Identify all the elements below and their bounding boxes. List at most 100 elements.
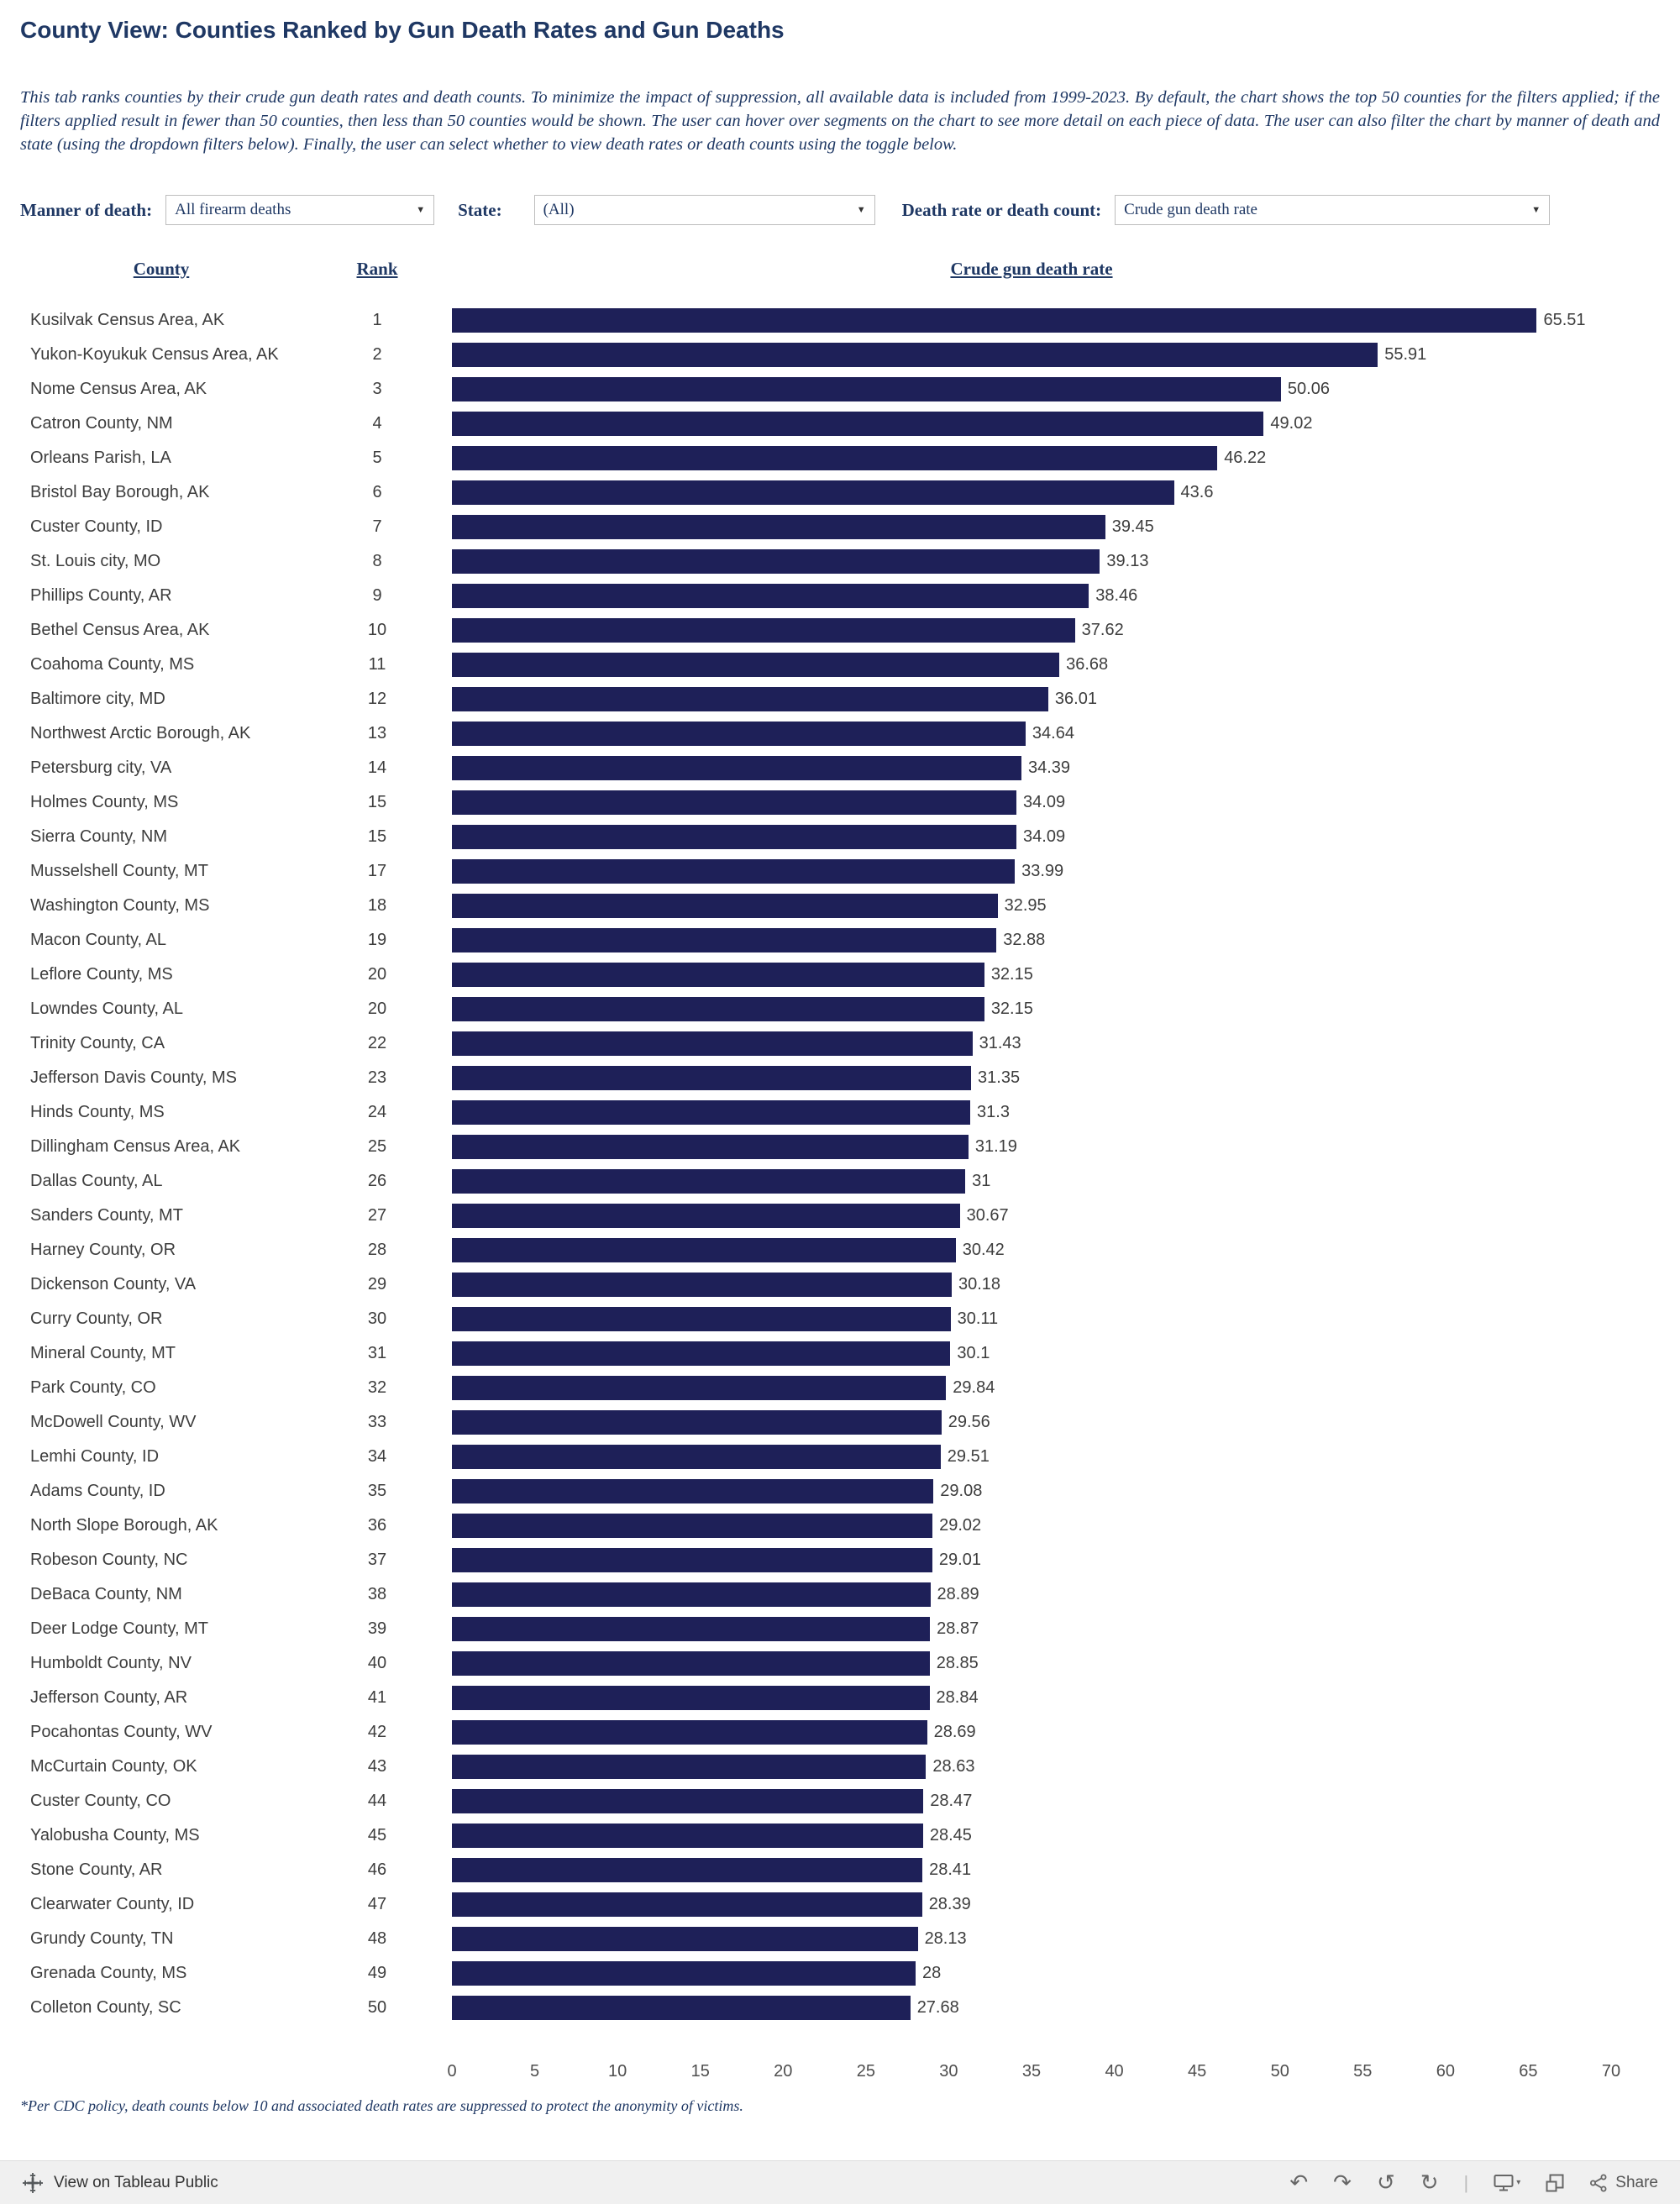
x-axis-tick-label: 60 — [1436, 2062, 1455, 2081]
bar[interactable] — [452, 1273, 952, 1297]
bar[interactable] — [452, 1996, 911, 2020]
bar[interactable] — [452, 515, 1105, 539]
state-label: State: — [458, 199, 502, 220]
bar[interactable] — [452, 963, 984, 987]
bar[interactable] — [452, 549, 1100, 574]
rank-value: 46 — [367, 1860, 387, 1879]
state-dropdown[interactable]: (All) ▼ — [533, 195, 875, 225]
x-axis-tick-label: 0 — [447, 2062, 457, 2081]
view-on-tableau-public-link[interactable]: View on Tableau Public — [22, 2172, 218, 2194]
bar-value-label: 34.39 — [1027, 758, 1071, 777]
bar[interactable] — [452, 825, 1017, 849]
rank-value: 48 — [367, 1929, 387, 1948]
bar[interactable] — [452, 1651, 930, 1676]
bar[interactable] — [452, 1204, 960, 1228]
rank-value: 15 — [367, 793, 387, 811]
reset-icon[interactable]: ↺ — [1376, 2170, 1395, 2196]
table-row: McCurtain County, OK 43 28.63 — [0, 1750, 1680, 1784]
x-axis: 0 5 10 15 20 25 30 35 40 45 50 55 60 65 70 — [447, 2062, 1620, 2082]
bar[interactable] — [452, 1824, 923, 1848]
bar[interactable] — [452, 687, 1048, 711]
bar[interactable] — [452, 1307, 951, 1331]
bar[interactable] — [452, 446, 1218, 470]
bar[interactable] — [452, 894, 998, 918]
bar[interactable] — [452, 1892, 922, 1917]
bar[interactable] — [452, 790, 1017, 815]
bar[interactable] — [452, 1100, 971, 1125]
bar[interactable] — [452, 618, 1075, 643]
redo-icon[interactable]: ↷ — [1333, 2170, 1352, 2196]
bar-value-label: 39.13 — [1106, 552, 1149, 570]
table-row: Northwest Arctic Borough, AK 13 34.64 — [0, 716, 1680, 751]
share-button[interactable]: Share — [1589, 2174, 1658, 2192]
bar[interactable] — [452, 928, 997, 952]
bar-cell: 29.56 — [452, 1410, 1611, 1435]
bar[interactable] — [452, 1514, 933, 1538]
bar[interactable] — [452, 722, 1026, 746]
bar[interactable] — [452, 1961, 916, 1986]
bar[interactable] — [452, 412, 1264, 436]
bar[interactable] — [452, 343, 1378, 367]
bar-cell: 30.18 — [452, 1273, 1611, 1297]
bar-cell: 29.02 — [452, 1514, 1611, 1538]
rank-value: 50 — [367, 1998, 387, 2017]
metric-dropdown[interactable]: Crude gun death rate ▼ — [1115, 195, 1551, 225]
metric-value: Crude gun death rate — [1124, 201, 1257, 218]
bar-value-label: 29.02 — [939, 1516, 982, 1535]
bar[interactable] — [452, 1376, 947, 1400]
bar[interactable] — [452, 1169, 966, 1194]
bar[interactable] — [452, 1135, 969, 1159]
county-label: Stone County, AR — [30, 1860, 163, 1879]
bar[interactable] — [452, 1410, 942, 1435]
county-label: Robeson County, NC — [30, 1551, 188, 1569]
bar[interactable] — [452, 1755, 927, 1779]
bar[interactable] — [452, 1582, 931, 1607]
manner-of-death-dropdown[interactable]: All firearm deaths ▼ — [165, 195, 435, 225]
bar[interactable] — [452, 1238, 956, 1262]
bar[interactable] — [452, 1720, 927, 1745]
bar-value-label: 49.02 — [1270, 414, 1313, 433]
undo-icon[interactable]: ↶ — [1289, 2170, 1309, 2196]
bar-cell: 28.41 — [452, 1858, 1611, 1882]
rank-value: 47 — [367, 1895, 387, 1913]
county-label: Dickenson County, VA — [30, 1275, 197, 1294]
fullscreen-button[interactable] — [1546, 2174, 1564, 2192]
bar[interactable] — [452, 653, 1060, 677]
table-row: Jefferson Davis County, MS 23 31.35 — [0, 1061, 1680, 1095]
bar[interactable] — [452, 377, 1281, 401]
bar[interactable] — [452, 1548, 932, 1572]
state-value: (All) — [543, 201, 575, 218]
bar[interactable] — [452, 756, 1021, 780]
bar[interactable] — [452, 1479, 934, 1503]
bar[interactable] — [452, 1927, 918, 1951]
bar[interactable] — [452, 1066, 972, 1090]
bar[interactable] — [452, 1445, 941, 1469]
bar[interactable] — [452, 1617, 931, 1641]
bar[interactable] — [452, 997, 984, 1021]
bar[interactable] — [452, 308, 1537, 333]
tableau-logo-icon — [23, 2172, 43, 2193]
county-label: Washington County, MS — [30, 896, 210, 915]
bar[interactable] — [452, 1031, 973, 1056]
bar[interactable] — [452, 480, 1174, 505]
bar[interactable] — [452, 859, 1016, 884]
bar[interactable] — [452, 1789, 924, 1813]
refresh-icon[interactable]: ↻ — [1420, 2170, 1439, 2196]
bar[interactable] — [452, 1686, 930, 1710]
table-row: Petersburg city, VA 14 34.39 — [0, 751, 1680, 785]
chevron-down-icon: ▼ — [1531, 205, 1541, 215]
device-layout-button[interactable]: ▾ — [1494, 2174, 1520, 2192]
table-row: Mineral County, MT 31 30.1 — [0, 1336, 1680, 1371]
bar[interactable] — [452, 1858, 923, 1882]
rank-value: 14 — [367, 758, 387, 777]
bar[interactable] — [452, 1341, 951, 1366]
rank-value: 29 — [367, 1275, 387, 1294]
bar-value-label: 28 — [922, 1964, 942, 1982]
bar-value-label: 28.39 — [928, 1895, 971, 1913]
bar-cell: 31.35 — [452, 1066, 1611, 1090]
bar-value-label: 28.69 — [933, 1723, 976, 1741]
bar-value-label: 28.13 — [924, 1929, 967, 1948]
bar-value-label: 28.85 — [936, 1654, 979, 1672]
county-label: Lemhi County, ID — [30, 1447, 160, 1466]
bar[interactable] — [452, 584, 1089, 608]
